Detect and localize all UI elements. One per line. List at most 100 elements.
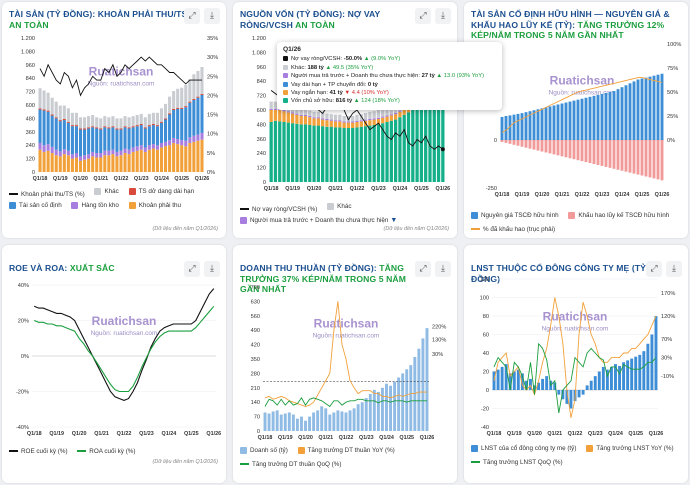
bar-segment xyxy=(58,120,62,122)
bar-segment xyxy=(74,126,79,154)
bar-segment xyxy=(70,154,74,159)
legend-item[interactable]: Khác xyxy=(94,186,119,197)
bar-segment xyxy=(346,116,351,122)
legend-item[interactable]: Nợ vay ròng/VCSH (%) xyxy=(240,204,317,215)
bar xyxy=(528,140,532,149)
legend-item[interactable]: Khấu hao lũy kế TSCĐ hữu hình xyxy=(568,210,669,221)
bar-segment xyxy=(184,106,188,108)
bar-segment xyxy=(372,118,376,120)
legend-item[interactable]: LNST của cổ đông công ty mẹ (tỷ) xyxy=(471,443,576,454)
expand-icon[interactable]: ⤢ xyxy=(184,8,200,24)
x-tick-label: Q1/23 xyxy=(359,435,374,441)
bar xyxy=(577,390,581,398)
legend-item[interactable]: ROE cuối kỳ (%) xyxy=(9,446,68,457)
x-tick-label: Q1/21 xyxy=(318,435,333,441)
bar-segment xyxy=(87,128,91,155)
legend-item[interactable]: Tăng trưởng DT thuần QoQ (%) xyxy=(240,459,341,470)
bar-segment xyxy=(107,117,111,128)
legend-item[interactable]: Người mua trả trước + Doanh thu chưa thự… xyxy=(240,215,397,226)
legend-item[interactable]: Tăng trưởng LNST QoQ (%) xyxy=(471,457,563,468)
bar-segment xyxy=(111,126,115,128)
expand-icon[interactable]: ⤢ xyxy=(646,261,662,277)
bar-segment xyxy=(123,148,127,154)
legend-item[interactable]: ROA cuối kỳ (%) xyxy=(77,446,135,457)
y-tick-label: 600 xyxy=(257,108,266,114)
bar xyxy=(405,369,409,431)
tooltip-change: ▲ (9.0% YoY) xyxy=(362,56,401,63)
bar-segment xyxy=(176,107,180,109)
download-icon[interactable]: ⤓ xyxy=(435,8,451,24)
legend-item[interactable]: Nguyên giá TSCĐ hữu hình xyxy=(471,210,559,221)
series-line xyxy=(264,301,427,407)
bar-segment xyxy=(286,111,290,113)
download-icon[interactable]: ⤓ xyxy=(666,261,682,277)
card-title: DOANH THU THUẦN (TỶ ĐỒNG): TĂNG TRƯỞNG 3… xyxy=(240,263,406,294)
bar-segment xyxy=(168,140,172,146)
legend-item[interactable]: Tăng trưởng DT thuần YoY (%) xyxy=(297,445,395,456)
bar xyxy=(656,74,660,140)
tooltip-row: Vốn chủ sở hữu: 816 tỷ ▲ 124 (18% YoY) xyxy=(283,97,496,105)
y-tick-label: 80 xyxy=(483,314,489,320)
bar-segment xyxy=(42,109,46,111)
bar-segment xyxy=(111,154,115,172)
bar xyxy=(544,140,548,153)
bar-segment xyxy=(95,127,99,129)
bar xyxy=(291,414,295,431)
bar-segment xyxy=(402,109,406,115)
bar xyxy=(608,140,612,168)
bar xyxy=(283,413,287,431)
y2-tick-label: 10% xyxy=(207,132,218,138)
legend-item[interactable]: Khác xyxy=(327,201,351,212)
bar-segment xyxy=(66,122,70,151)
legend-item[interactable]: Tăng trưởng LNST YoY (%) xyxy=(586,443,674,454)
legend-item[interactable]: TS dở dang dài hạn xyxy=(128,186,194,197)
legend-item[interactable]: Tài sản cố định xyxy=(9,200,62,211)
legend-item[interactable]: Hàng tồn kho xyxy=(71,200,119,211)
bar-segment xyxy=(50,115,54,147)
bar-segment xyxy=(87,127,91,129)
bar-segment xyxy=(376,119,381,125)
bar xyxy=(553,382,557,390)
bar-segment xyxy=(83,128,87,130)
legend-item[interactable]: Doanh số (tỷ) xyxy=(240,445,288,456)
legend-item[interactable]: Khoản phải thu xyxy=(128,200,181,211)
expand-icon[interactable]: ⤢ xyxy=(415,8,431,24)
bar xyxy=(532,110,536,140)
bar-segment xyxy=(163,141,168,147)
bar-segment xyxy=(135,150,139,172)
bar-segment xyxy=(172,137,176,143)
bar-segment xyxy=(42,151,46,172)
bar-segment xyxy=(368,119,372,121)
bar-segment xyxy=(200,139,204,172)
bar xyxy=(528,111,532,140)
bar-segment xyxy=(359,126,363,182)
bar-segment xyxy=(290,112,295,114)
bar xyxy=(352,408,356,431)
x-tick-label: Q1/24 xyxy=(393,186,408,192)
legend-item[interactable]: Khoản phải thu/TS (%) xyxy=(9,189,85,200)
bar-segment xyxy=(139,149,143,172)
x-tick-label: Q1/21 xyxy=(93,176,108,182)
expand-icon[interactable]: ⤢ xyxy=(415,261,431,277)
bar-segment xyxy=(321,119,325,127)
bar xyxy=(652,75,656,140)
watermark-source: Nguồn: ruatichsan.com xyxy=(549,87,616,96)
y-tick-label: 240 xyxy=(26,143,35,149)
chevron-down-icon[interactable]: ▼ xyxy=(390,216,398,224)
bar xyxy=(504,364,508,390)
download-icon[interactable]: ⤓ xyxy=(204,261,220,277)
bar-segment xyxy=(192,99,196,136)
y-tick-label: 280 xyxy=(251,371,260,377)
y-tick-label: 960 xyxy=(257,65,266,71)
expand-icon[interactable]: ⤢ xyxy=(184,261,200,277)
bar xyxy=(496,369,500,390)
y-tick-label: 0% xyxy=(21,354,29,360)
tooltip-row: Vay ngắn hạn: 41 tỷ ▼ 4.4 (10% YoY) xyxy=(283,89,496,97)
download-icon[interactable]: ⤓ xyxy=(435,261,451,277)
bar-segment xyxy=(389,114,393,116)
legend-item[interactable]: % đã khấu hao (trục phải) xyxy=(471,224,555,235)
download-icon[interactable]: ⤓ xyxy=(204,8,220,24)
bar-segment xyxy=(295,114,299,124)
bar xyxy=(304,420,307,431)
x-tick-label: Q1/24 xyxy=(608,431,623,437)
